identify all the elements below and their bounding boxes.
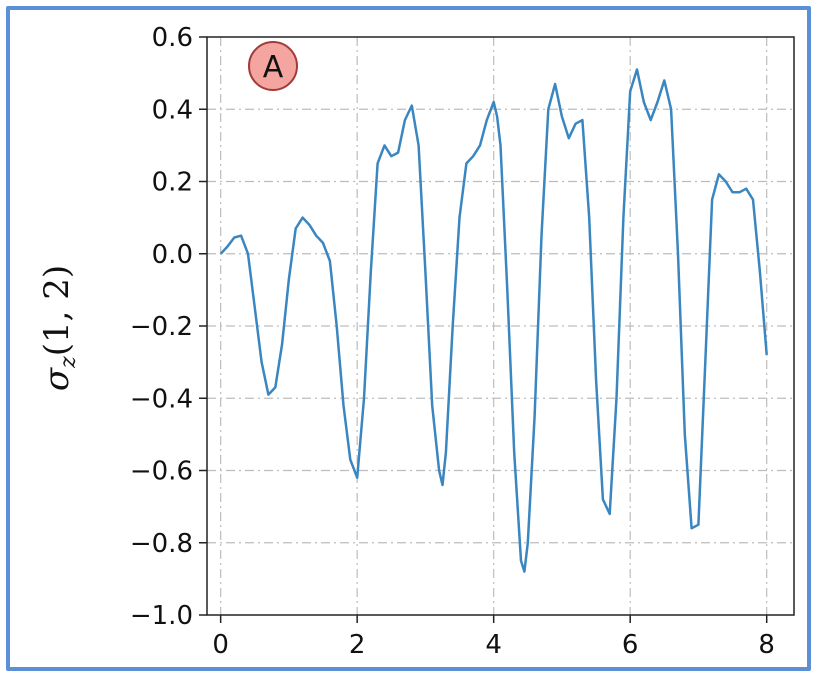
x-tick-label: 0	[212, 630, 229, 660]
figure-frame	[6, 6, 811, 671]
grid-lines	[207, 37, 794, 615]
y-axis-label-subscript: z	[56, 356, 81, 369]
y-tick-label: 0.6	[152, 23, 193, 53]
x-tick-label: 6	[622, 630, 639, 660]
y-tick-label: 0.0	[152, 240, 193, 270]
x-tick-label: 2	[349, 630, 366, 660]
y-axis-label-symbol: σ	[37, 367, 77, 391]
y-tick-label: −0.2	[130, 312, 193, 342]
panel-badge-circle	[248, 41, 298, 91]
x-tick-label: 4	[485, 630, 502, 660]
y-axis-label-args: (1, 2)	[37, 265, 77, 356]
x-tick-label: 8	[758, 630, 775, 660]
panel-badge-label: A	[263, 50, 284, 85]
panel-badge: A	[248, 41, 298, 91]
y-tick-label: 0.4	[152, 95, 193, 125]
y-tick-label: −0.6	[130, 457, 193, 487]
axis-ticks: 0 2 4 6 8 0.6 0.4 0.2 0.0 −0.2 −0.4 −0.6 −0.8 −1.0	[130, 23, 775, 660]
y-tick-label: −0.8	[130, 529, 193, 559]
series-line	[219, 68, 768, 573]
y-tick-label: 0.2	[152, 168, 193, 198]
y-tick-label: −0.4	[130, 384, 193, 414]
y-axis-label: σz(1, 2)	[37, 265, 81, 391]
y-tick-label: −1.0	[130, 601, 193, 631]
